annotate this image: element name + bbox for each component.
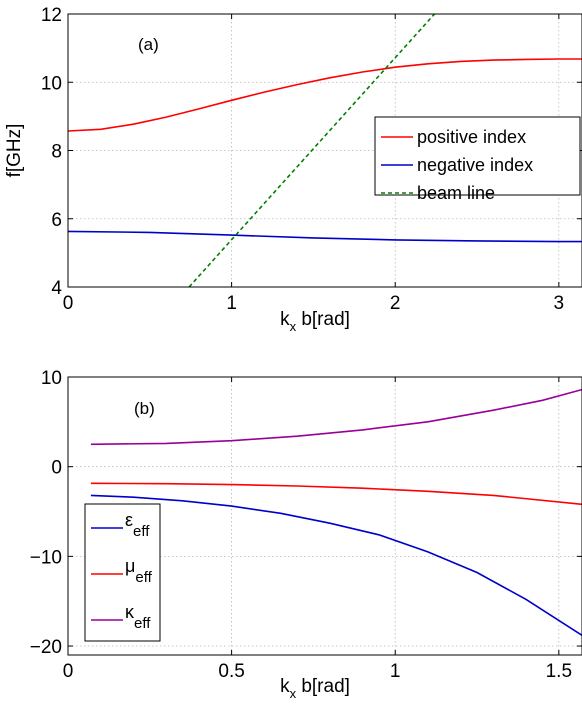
- x-axis-label: kx b[rad]: [280, 309, 350, 334]
- legend-label-2: beam line: [417, 183, 495, 203]
- series-line-1: [68, 230, 582, 243]
- legend: positive index negative index beam line: [374, 116, 581, 203]
- y-tick-label: 10: [41, 73, 62, 94]
- x-tick-label: 0.5: [218, 661, 244, 682]
- series-line-0: [90, 494, 582, 636]
- x-tick-label: 1: [390, 661, 401, 682]
- x-axis-label: kx b[rad]: [280, 676, 350, 701]
- panel-label: (b): [134, 399, 155, 418]
- legend-label-1: μeff: [125, 556, 153, 586]
- legend-label-0: εeff: [125, 510, 150, 540]
- y-tick-label: 0: [51, 458, 62, 479]
- plot-frame: [67, 376, 582, 656]
- y-tick-label: −20: [30, 637, 62, 658]
- series-line-0: [68, 58, 582, 132]
- y-axis-label: f[GHz]: [4, 124, 25, 178]
- y-tick-label: 12: [41, 5, 62, 26]
- x-tick-label: 0: [63, 293, 74, 314]
- legend-label-1: negative index: [417, 155, 533, 175]
- series-line-2: [188, 14, 436, 287]
- y-tick-label: 10: [41, 368, 62, 389]
- chart-panel-b: 0 0.5 1 1.5 10 0 −10 −20 kx b[rad] (b) εeff μeff κef…: [30, 368, 582, 701]
- legend-box: [374, 116, 581, 196]
- x-tick-label: 0: [63, 661, 74, 682]
- x-tick-label: 3: [554, 293, 565, 314]
- series-line-2: [90, 388, 582, 446]
- y-tick-label: 8: [51, 142, 62, 163]
- series-line-1: [90, 482, 582, 506]
- legend-box: [84, 503, 161, 642]
- legend: εeff μeff κeff: [84, 503, 161, 642]
- panel-label: (a): [138, 35, 159, 54]
- y-tick-label: 6: [51, 210, 62, 231]
- y-tick-label: −10: [30, 547, 62, 568]
- legend-label-0: positive index: [417, 127, 526, 147]
- y-tick-label: 4: [51, 278, 62, 299]
- x-tick-label: 1.5: [546, 661, 572, 682]
- series-group: [90, 388, 582, 636]
- series-group: [68, 14, 582, 287]
- legend-label-2: κeff: [125, 602, 151, 632]
- x-tick-label: 1: [226, 293, 237, 314]
- x-tick-label: 2: [390, 293, 401, 314]
